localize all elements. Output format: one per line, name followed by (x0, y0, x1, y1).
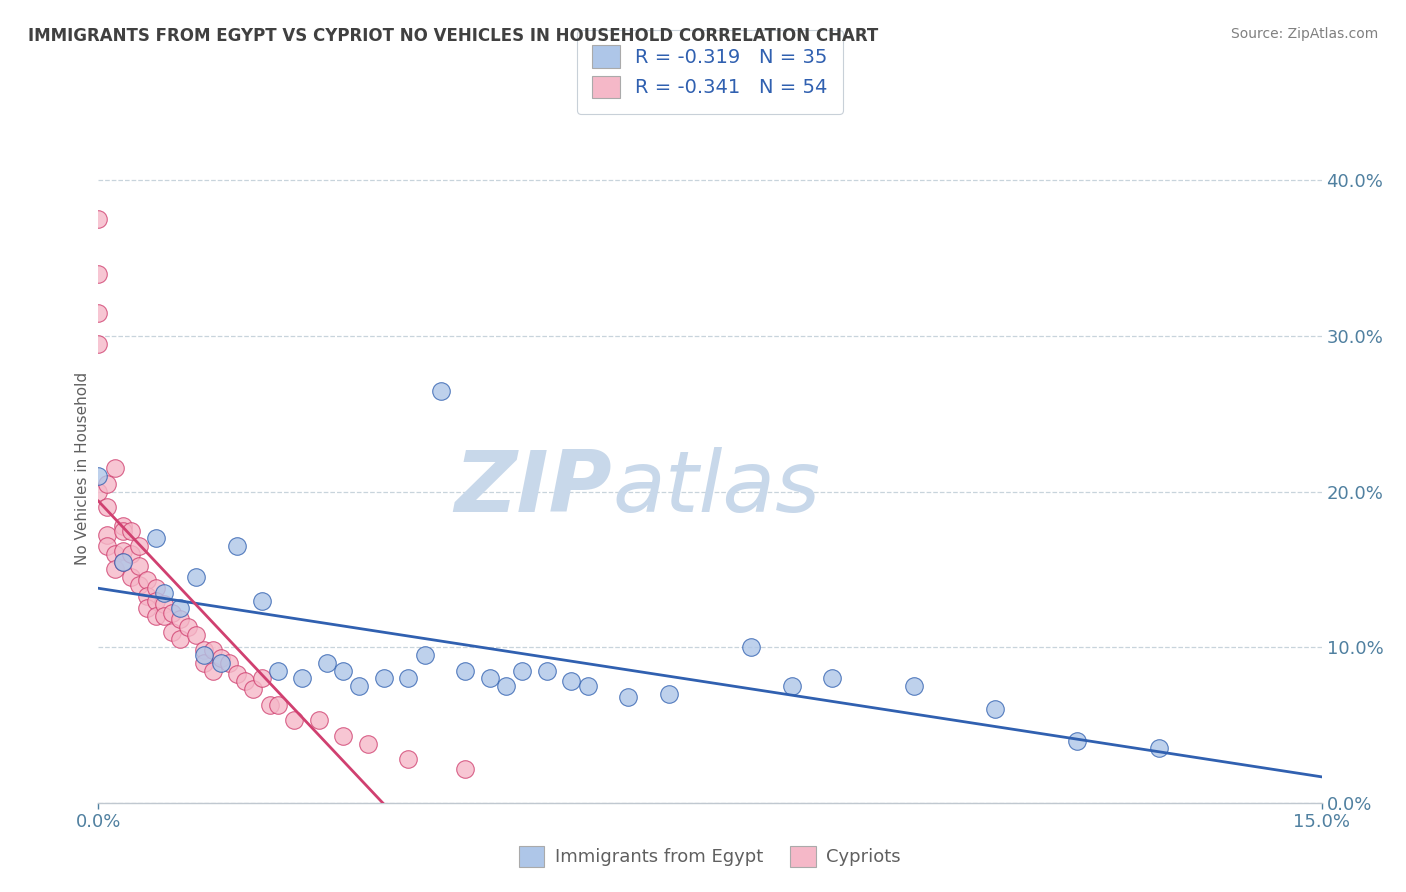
Point (169, 632, 191, 647)
Point (128, 559, 150, 574)
Point (160, 624, 183, 639)
Point (413, 648, 436, 662)
Point (160, 606, 183, 620)
Point (177, 620, 200, 634)
Point (128, 578, 150, 592)
Point (152, 609, 174, 624)
Y-axis label: No Vehicles in Household: No Vehicles in Household (75, 372, 90, 565)
Point (250, 671, 273, 685)
Point (250, 593, 273, 607)
Point (87, 306, 110, 320)
Point (396, 752, 419, 766)
Point (169, 601, 191, 615)
Point (430, 384, 453, 398)
Point (536, 664, 558, 678)
Point (87, 484, 110, 499)
Point (193, 643, 215, 657)
Point (186, 570, 208, 584)
Point (111, 555, 134, 569)
Point (136, 589, 159, 603)
Point (111, 555, 134, 569)
Text: atlas: atlas (612, 447, 820, 530)
Point (984, 702, 1007, 716)
Point (209, 656, 232, 670)
Point (576, 679, 599, 693)
Point (87, 212, 110, 227)
Point (780, 679, 803, 693)
Point (291, 671, 314, 685)
Point (136, 601, 159, 615)
Point (233, 674, 256, 689)
Point (120, 547, 142, 561)
Point (128, 539, 150, 553)
Point (315, 656, 337, 670)
Text: ZIP: ZIP (454, 447, 612, 530)
Point (332, 664, 354, 678)
Point (201, 664, 224, 678)
Point (267, 664, 290, 678)
Point (96, 476, 118, 491)
Point (145, 609, 167, 624)
Point (201, 643, 224, 657)
Point (145, 581, 167, 595)
Point (259, 698, 281, 712)
Point (104, 547, 127, 561)
Point (87, 469, 110, 483)
Point (242, 682, 264, 697)
Point (283, 714, 305, 728)
Point (560, 674, 582, 689)
Point (373, 671, 395, 685)
Point (104, 461, 127, 475)
Point (145, 593, 167, 607)
Point (104, 562, 127, 576)
Point (356, 737, 378, 751)
Point (267, 698, 290, 712)
Point (396, 671, 419, 685)
Point (96, 500, 118, 515)
Point (454, 762, 477, 776)
Point (226, 539, 249, 553)
Point (186, 628, 208, 642)
Point (454, 664, 477, 678)
Point (111, 519, 134, 533)
Point (169, 612, 191, 626)
Point (96, 528, 118, 542)
Point (821, 671, 844, 685)
Point (193, 648, 215, 662)
Text: Source: ZipAtlas.com: Source: ZipAtlas.com (1230, 27, 1378, 41)
Point (87, 267, 110, 281)
Point (1066, 733, 1088, 747)
Point (111, 524, 134, 538)
Point (111, 543, 134, 558)
Point (332, 729, 354, 743)
Point (658, 687, 681, 701)
Point (218, 656, 240, 670)
Point (349, 679, 371, 693)
Point (495, 679, 517, 693)
Point (87, 336, 110, 351)
Point (903, 679, 925, 693)
Point (136, 574, 159, 588)
Point (1147, 741, 1170, 756)
Point (152, 586, 174, 600)
Legend: Immigrants from Egypt, Cypriots: Immigrants from Egypt, Cypriots (512, 838, 908, 874)
Point (209, 651, 232, 665)
Point (96, 539, 118, 553)
Point (308, 714, 330, 728)
Point (152, 597, 174, 611)
Point (512, 664, 534, 678)
Point (740, 640, 762, 655)
Point (193, 656, 215, 670)
Text: IMMIGRANTS FROM EGYPT VS CYPRIOT NO VEHICLES IN HOUSEHOLD CORRELATION CHART: IMMIGRANTS FROM EGYPT VS CYPRIOT NO VEHI… (28, 27, 879, 45)
Point (120, 570, 142, 584)
Point (226, 666, 249, 681)
Point (617, 690, 640, 704)
Point (145, 531, 167, 545)
Point (120, 524, 142, 538)
Point (478, 671, 501, 685)
